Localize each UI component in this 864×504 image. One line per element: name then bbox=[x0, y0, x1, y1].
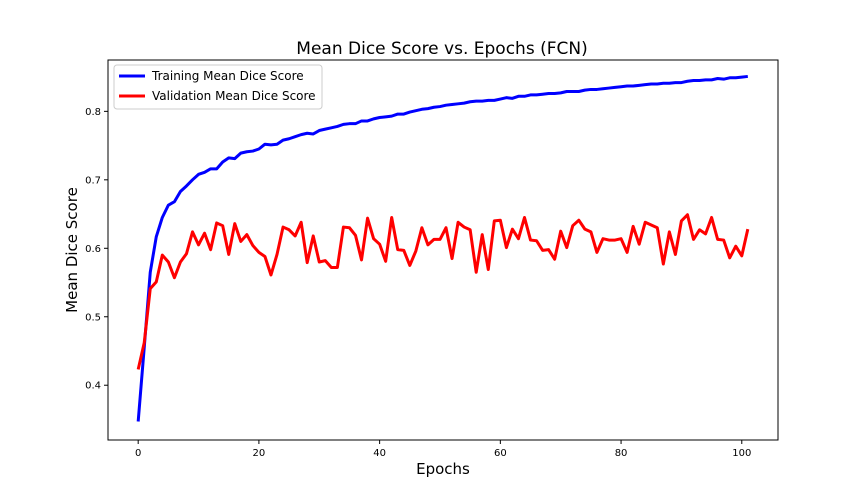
x-tick-label: 80 bbox=[615, 448, 628, 459]
legend-label-validation: Validation Mean Dice Score bbox=[152, 89, 316, 103]
x-tick-label: 0 bbox=[135, 448, 141, 459]
y-tick-label: 0.8 bbox=[85, 107, 101, 118]
legend: Training Mean Dice Score Validation Mean… bbox=[113, 64, 323, 110]
chart-title: Mean Dice Score vs. Epochs (FCN) bbox=[296, 39, 587, 59]
y-tick-label: 0.7 bbox=[85, 175, 101, 186]
y-tick-label: 0.5 bbox=[85, 312, 101, 323]
legend-box bbox=[113, 64, 323, 110]
y-axis-title: Mean Dice Score bbox=[63, 187, 81, 313]
series-line-validation bbox=[136, 213, 750, 370]
series-layer bbox=[136, 74, 750, 422]
x-tick-label: 40 bbox=[373, 448, 386, 459]
x-axis: 0 20 40 60 80 100 bbox=[135, 440, 751, 459]
plot-frame bbox=[107, 59, 779, 441]
y-axis: 0.4 0.5 0.6 0.7 0.8 bbox=[85, 107, 108, 392]
series-line-training bbox=[136, 74, 748, 422]
legend-label-training: Training Mean Dice Score bbox=[151, 69, 304, 83]
x-axis-title: Epochs bbox=[416, 460, 470, 478]
x-tick-label: 100 bbox=[732, 448, 751, 459]
x-tick-label: 20 bbox=[253, 448, 266, 459]
plot-area: 0 20 40 60 80 100 0.4 0.5 0.6 0.7 0.8 bbox=[85, 59, 779, 459]
y-tick-label: 0.4 bbox=[85, 381, 101, 392]
x-tick-label: 60 bbox=[494, 448, 507, 459]
y-tick-label: 0.6 bbox=[85, 244, 101, 255]
